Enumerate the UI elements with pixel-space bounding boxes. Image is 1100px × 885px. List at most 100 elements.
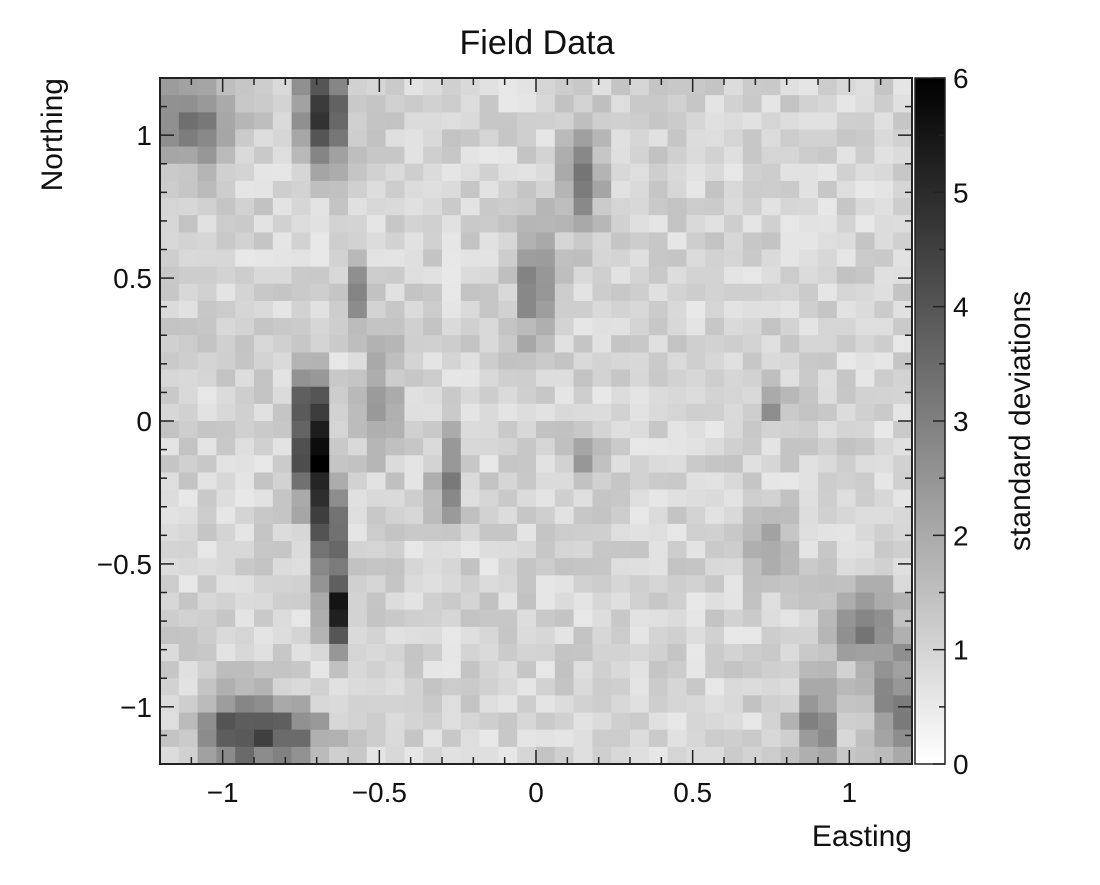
heatmap-cell bbox=[291, 129, 311, 148]
heatmap-cell bbox=[592, 523, 612, 542]
heatmap-cell bbox=[216, 78, 236, 96]
heatmap-cell bbox=[799, 78, 819, 96]
heatmap-cell bbox=[310, 300, 330, 319]
heatmap-cell bbox=[611, 712, 631, 731]
heatmap-cell bbox=[761, 609, 781, 628]
heatmap-cell bbox=[742, 438, 763, 456]
heatmap-cell bbox=[197, 129, 217, 148]
heatmap-cell bbox=[573, 249, 593, 268]
heatmap-cell bbox=[291, 661, 311, 679]
heatmap-cell bbox=[178, 729, 199, 748]
heatmap-cell bbox=[272, 609, 293, 628]
heatmap-cell bbox=[686, 592, 706, 611]
heatmap-cell bbox=[836, 438, 857, 456]
heatmap-cell bbox=[460, 575, 481, 594]
heatmap-cell bbox=[254, 403, 274, 422]
heatmap-cell bbox=[216, 729, 236, 748]
heatmap-cell bbox=[780, 318, 800, 336]
heatmap-cell bbox=[818, 626, 838, 645]
heatmap-cell bbox=[630, 318, 650, 336]
heatmap-cell bbox=[404, 318, 424, 336]
heatmap-cell bbox=[742, 266, 763, 285]
heatmap-cell bbox=[630, 455, 650, 474]
heatmap-cell bbox=[611, 78, 631, 96]
heatmap-cell bbox=[667, 541, 687, 559]
heatmap-cell bbox=[573, 283, 593, 302]
heatmap-cell bbox=[235, 215, 255, 233]
heatmap-cell bbox=[498, 352, 518, 371]
heatmap-cell bbox=[479, 283, 499, 302]
heatmap-cell bbox=[874, 215, 894, 233]
heatmap-cell bbox=[348, 712, 368, 731]
x-tick-label: 0 bbox=[528, 777, 544, 808]
heatmap-cell bbox=[366, 78, 387, 96]
heatmap-cell bbox=[611, 112, 631, 131]
heatmap-cell bbox=[178, 215, 199, 233]
heatmap-cell bbox=[893, 283, 913, 302]
heatmap-cell bbox=[423, 575, 443, 594]
heatmap-cell bbox=[160, 146, 180, 165]
heatmap-cell bbox=[780, 575, 800, 594]
heatmap-cell bbox=[385, 180, 405, 199]
heatmap-cell bbox=[272, 369, 293, 388]
heatmap-cell bbox=[667, 146, 687, 165]
heatmap-cell bbox=[291, 592, 311, 611]
heatmap-cell bbox=[160, 266, 180, 285]
heatmap-cell bbox=[178, 163, 199, 182]
heatmap-cell bbox=[423, 249, 443, 268]
heatmap-cell bbox=[836, 403, 857, 422]
heatmap-cell bbox=[818, 438, 838, 456]
heatmap-cell bbox=[160, 369, 180, 388]
heatmap-cell bbox=[460, 609, 481, 628]
heatmap-cell bbox=[442, 712, 462, 731]
heatmap-cell bbox=[874, 729, 894, 748]
heatmap-cell bbox=[818, 112, 838, 131]
heatmap-cell bbox=[630, 266, 650, 285]
heatmap-cell bbox=[667, 352, 687, 371]
heatmap-cell bbox=[178, 318, 199, 336]
chart-title: Field Data bbox=[460, 24, 615, 62]
heatmap-cell bbox=[799, 198, 819, 216]
heatmap-cell bbox=[705, 523, 725, 542]
heatmap-cell bbox=[310, 523, 330, 542]
heatmap-cell bbox=[855, 506, 875, 525]
heatmap-cell bbox=[742, 523, 763, 542]
heatmap-cell bbox=[197, 403, 217, 422]
heatmap-cell bbox=[310, 678, 330, 696]
heatmap-cell bbox=[348, 643, 368, 662]
heatmap-cell bbox=[630, 180, 650, 199]
heatmap-cell bbox=[855, 352, 875, 371]
heatmap-cell bbox=[836, 506, 857, 525]
heatmap-cell bbox=[611, 575, 631, 594]
heatmap-cell bbox=[160, 421, 180, 439]
heatmap-cell bbox=[385, 163, 405, 182]
heatmap-cell bbox=[611, 283, 631, 302]
heatmap-cell bbox=[310, 643, 330, 662]
heatmap-cell bbox=[592, 472, 612, 491]
heatmap-cell bbox=[573, 575, 593, 594]
heatmap-cell bbox=[648, 626, 669, 645]
heatmap-cell bbox=[310, 455, 330, 474]
heatmap-cell bbox=[235, 249, 255, 268]
heatmap-cell bbox=[724, 198, 744, 216]
heatmap-cell bbox=[197, 661, 217, 679]
heatmap-cell bbox=[479, 266, 499, 285]
heatmap-cell bbox=[517, 712, 537, 731]
heatmap-cell bbox=[366, 661, 387, 679]
heatmap-cell bbox=[648, 575, 669, 594]
heatmap-cell bbox=[648, 523, 669, 542]
heatmap-cell bbox=[554, 386, 575, 405]
heatmap-cell bbox=[724, 78, 744, 96]
heatmap-cell bbox=[818, 455, 838, 474]
heatmap-cell bbox=[498, 592, 518, 611]
heatmap-cell bbox=[178, 506, 199, 525]
heatmap-cell bbox=[197, 558, 217, 576]
heatmap-cell bbox=[686, 472, 706, 491]
heatmap-cell bbox=[573, 215, 593, 233]
heatmap-cell bbox=[460, 283, 481, 302]
heatmap-cell bbox=[724, 661, 744, 679]
heatmap-cell bbox=[667, 215, 687, 233]
heatmap-cell bbox=[366, 300, 387, 319]
heatmap-cell bbox=[592, 180, 612, 199]
